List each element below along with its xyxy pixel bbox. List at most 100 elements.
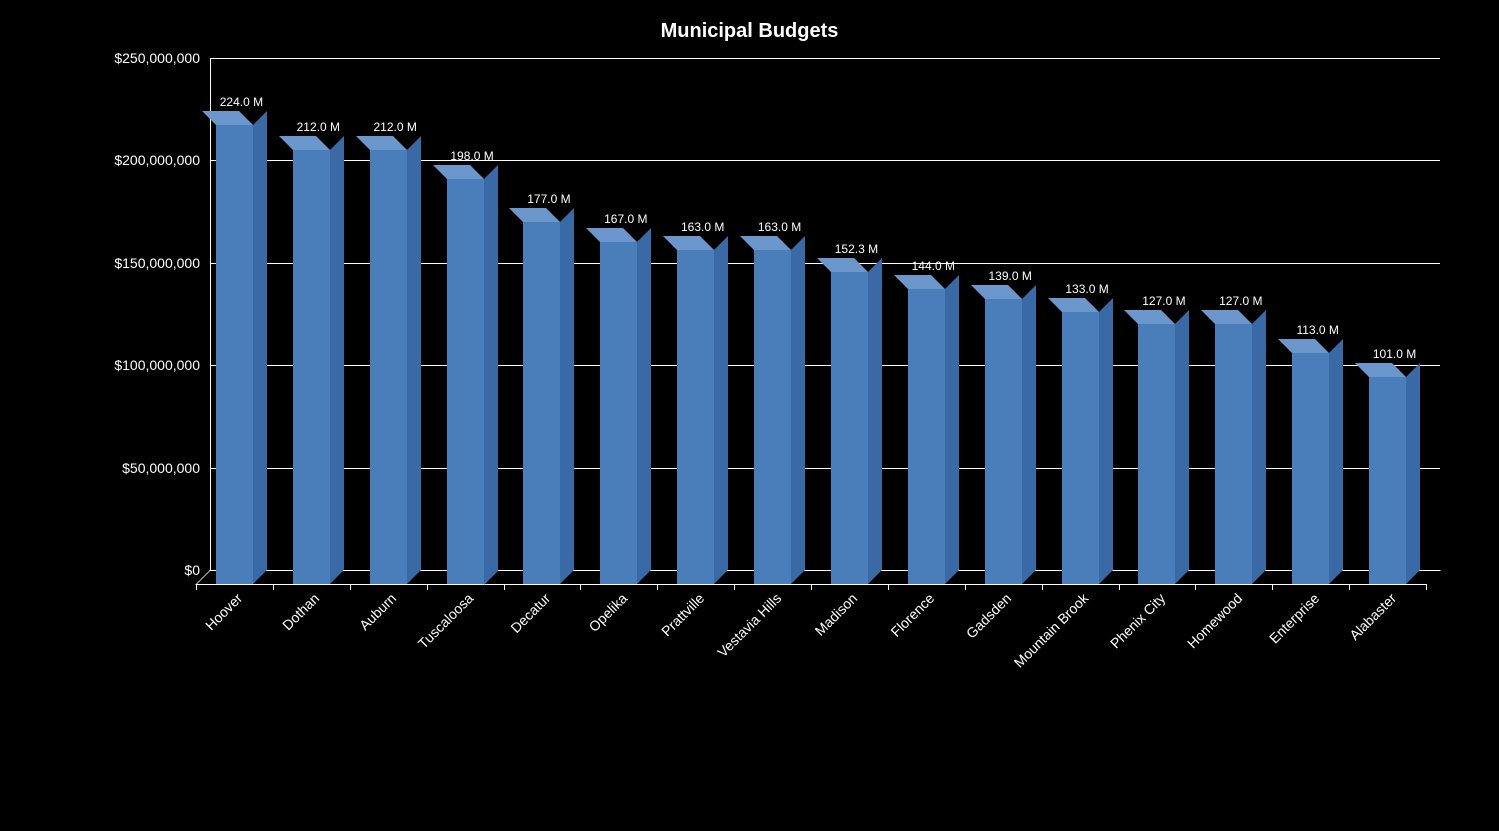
bar-top <box>202 111 253 125</box>
xtick-label: Homewood <box>1184 590 1245 651</box>
bar-side <box>1022 285 1036 584</box>
ytick-label: $200,000,000 <box>114 152 210 168</box>
bar-side <box>791 236 805 584</box>
xtick-mark <box>1119 584 1120 590</box>
ytick-label: $50,000,000 <box>122 460 210 476</box>
xtick-mark <box>1426 584 1427 590</box>
bar-top <box>1124 310 1175 324</box>
xtick-mark <box>196 584 197 590</box>
bar-top <box>279 136 330 150</box>
xtick-label: Tuscaloosa <box>415 590 477 652</box>
bar: 139.0 M <box>985 299 1022 584</box>
value-label: 163.0 M <box>677 220 728 234</box>
bar-side <box>714 236 728 584</box>
bar-slot: 101.0 M <box>1363 58 1440 570</box>
xtick-mark <box>273 584 274 590</box>
xtick-label: Auburn <box>356 590 399 633</box>
bar-front <box>985 299 1022 584</box>
bar: 127.0 M <box>1138 324 1175 584</box>
bar-front <box>216 125 253 584</box>
value-label: 133.0 M <box>1062 282 1113 296</box>
bar-front <box>1062 312 1099 584</box>
xtick-mark <box>1195 584 1196 590</box>
ytick-label: $100,000,000 <box>114 357 210 373</box>
bar: 152.3 M <box>831 272 868 584</box>
bar-slot: 139.0 M <box>979 58 1056 570</box>
value-label: 127.0 M <box>1138 294 1189 308</box>
ytick-label: $250,000,000 <box>114 50 210 66</box>
bar: 163.0 M <box>677 250 714 584</box>
bar-side <box>484 165 498 585</box>
bar-top <box>356 136 407 150</box>
bar-slot: 163.0 M <box>671 58 748 570</box>
xtick-mark <box>1272 584 1273 590</box>
xtick-label: Opelika <box>585 590 630 635</box>
value-label: 177.0 M <box>523 192 574 206</box>
bar: 113.0 M <box>1292 353 1329 584</box>
bar: 212.0 M <box>370 150 407 584</box>
xtick-label: Madison <box>812 590 861 639</box>
bar-top <box>971 285 1022 299</box>
bar-slot: 152.3 M <box>825 58 902 570</box>
bar: 177.0 M <box>523 222 560 584</box>
xtick-mark <box>350 584 351 590</box>
bar-slot: 163.0 M <box>748 58 825 570</box>
bar-side <box>407 136 421 584</box>
xtick-label: Alabaster <box>1346 590 1399 643</box>
value-label: 139.0 M <box>985 269 1036 283</box>
xtick-label: Decatur <box>507 590 553 636</box>
ytick-label: $150,000,000 <box>114 255 210 271</box>
bar: 144.0 M <box>908 289 945 584</box>
xtick-label: Vestavia Hills <box>714 590 784 660</box>
value-label: 224.0 M <box>216 95 267 109</box>
bar-front <box>523 222 560 584</box>
bar-front <box>1292 353 1329 584</box>
bar-front <box>1138 324 1175 584</box>
bar-side <box>1099 298 1113 584</box>
bar: 198.0 M <box>447 179 484 585</box>
value-label: 198.0 M <box>447 149 498 163</box>
bar: 163.0 M <box>754 250 791 584</box>
xtick-mark <box>427 584 428 590</box>
bar-top <box>586 228 637 242</box>
bar-front <box>447 179 484 585</box>
xtick-label: Mountain Brook <box>1011 590 1092 671</box>
xtick-label: Phenix City <box>1107 590 1168 651</box>
value-label: 212.0 M <box>293 120 344 134</box>
bar-slot: 198.0 M <box>441 58 518 570</box>
bar-slot: 212.0 M <box>364 58 441 570</box>
xtick-mark <box>657 584 658 590</box>
xtick-label: Dothan <box>279 590 322 633</box>
bar-front <box>677 250 714 584</box>
bar-slot: 212.0 M <box>287 58 364 570</box>
bar-front <box>908 289 945 584</box>
bar-top <box>1355 363 1406 377</box>
bar-side <box>1329 339 1343 584</box>
xtick-label: Prattville <box>658 590 707 639</box>
bar-side <box>1175 310 1189 584</box>
chart-container: Municipal Budgets $0$50,000,000$100,000,… <box>0 0 1499 831</box>
xtick-mark <box>580 584 581 590</box>
bar-side <box>560 208 574 584</box>
xtick-mark <box>504 584 505 590</box>
chart-title: Municipal Budgets <box>0 20 1499 43</box>
value-label: 163.0 M <box>754 220 805 234</box>
bar-side <box>1252 310 1266 584</box>
bar-side <box>330 136 344 584</box>
bar-front <box>370 150 407 584</box>
value-label: 113.0 M <box>1292 323 1343 337</box>
value-label: 212.0 M <box>370 120 421 134</box>
value-label: 167.0 M <box>600 212 651 226</box>
bar-slot: 224.0 M <box>210 58 287 570</box>
bar: 101.0 M <box>1369 377 1406 584</box>
bar-side <box>637 228 651 584</box>
bar: 133.0 M <box>1062 312 1099 584</box>
value-label: 101.0 M <box>1369 347 1420 361</box>
xtick-mark <box>1042 584 1043 590</box>
xtick-mark <box>811 584 812 590</box>
bar-top <box>433 165 484 179</box>
bar: 212.0 M <box>293 150 330 584</box>
plot-area: $0$50,000,000$100,000,000$150,000,000$20… <box>210 58 1440 570</box>
bar-front <box>1215 324 1252 584</box>
value-label: 144.0 M <box>908 259 959 273</box>
